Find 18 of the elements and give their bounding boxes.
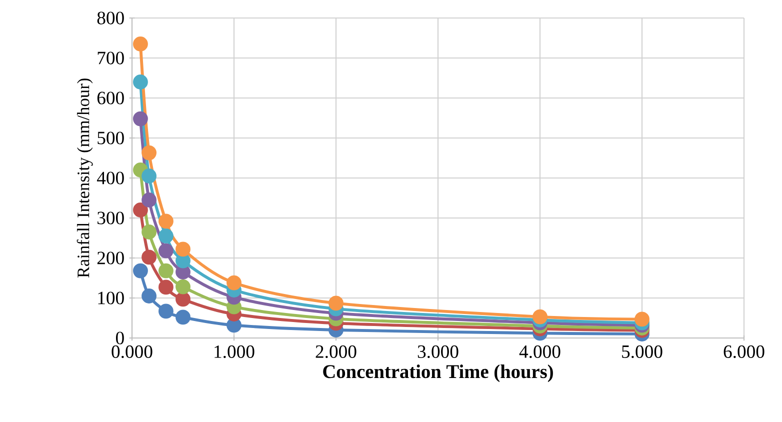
x-tick-label: 6.000 [724, 345, 764, 358]
y-tick-label: 300 [98, 212, 124, 224]
y-tick-label: 500 [98, 132, 124, 144]
y-tick-label: 400 [96, 172, 124, 184]
y-tick-label: 800 [97, 12, 124, 24]
x-tick-label: 3.000 [418, 345, 458, 358]
y-axis-title: Rainfall Intensity (mm/hour) [76, 78, 93, 278]
x-tick-label: 5.000 [622, 345, 662, 358]
y-tick-label: 200 [97, 252, 124, 264]
y-tick-label: 700 [98, 52, 124, 64]
x-tick-label: 2.000 [316, 345, 356, 358]
x-tick-label: 0.000 [112, 345, 152, 358]
x-axis-title: Concentration Time (hours) [323, 364, 553, 382]
x-tick-label: 4.000 [519, 345, 560, 358]
y-tick-label: 0 [116, 332, 124, 344]
x-tick-label: 1.000 [214, 345, 254, 358]
y-tick-label: 600 [97, 92, 124, 104]
y-tick-label: 100 [98, 292, 124, 304]
